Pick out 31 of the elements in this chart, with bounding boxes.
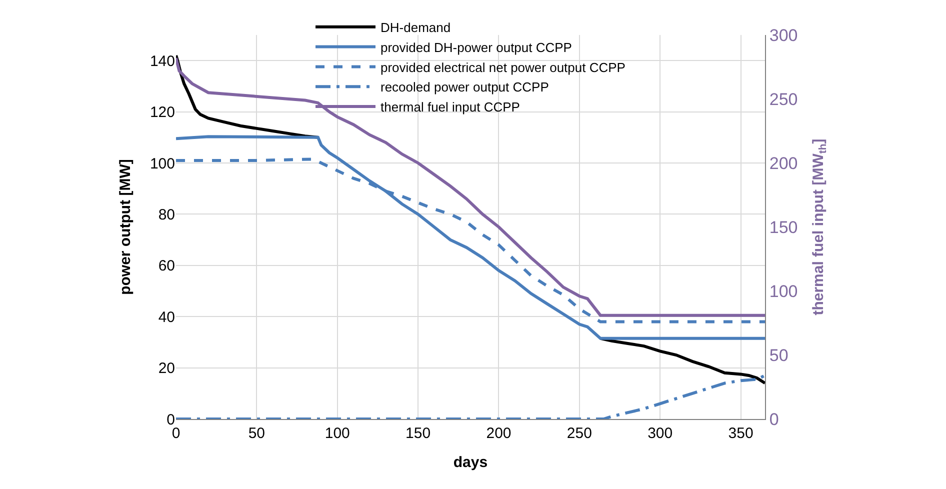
line-series bbox=[176, 56, 765, 317]
x-tick-label: 250 bbox=[566, 425, 592, 442]
y-tick-label: 80 bbox=[158, 206, 175, 224]
y2-tick-label: 150 bbox=[769, 218, 798, 237]
x-tick-label: 100 bbox=[324, 425, 350, 442]
x-tick-label: 350 bbox=[728, 425, 754, 442]
legend-label: provided electrical net power output CCPP bbox=[380, 60, 626, 75]
y-tick-label: 120 bbox=[150, 104, 175, 122]
x-tick-label: 150 bbox=[406, 425, 431, 442]
y-axis-title: power output [MW] bbox=[117, 159, 134, 295]
legend-label: DH-demand bbox=[380, 20, 451, 35]
y-tick-label: 40 bbox=[158, 308, 175, 326]
y2-tick-label: 0 bbox=[769, 410, 779, 429]
y2-tick-label: 100 bbox=[769, 282, 798, 301]
legend-label: provided DH-power output CCPP bbox=[380, 40, 572, 55]
x-tick-label: 300 bbox=[648, 425, 673, 442]
y-tick-label: 100 bbox=[150, 155, 175, 172]
y-tick-label: 60 bbox=[158, 258, 175, 275]
y2-tick-label: 250 bbox=[769, 90, 798, 109]
y2-tick-label: 200 bbox=[769, 154, 798, 173]
y2-tick-label: 300 bbox=[769, 26, 798, 45]
legend-label: recooled power output CCPP bbox=[380, 80, 549, 95]
line-series bbox=[176, 135, 765, 340]
x-axis-title: days bbox=[453, 454, 488, 471]
y-tick-label: 0 bbox=[166, 411, 175, 428]
x-tick-label: 50 bbox=[248, 425, 266, 442]
y-tick-label: 140 bbox=[150, 52, 175, 70]
y2-tick-label: 50 bbox=[769, 346, 788, 365]
x-tick-label: 200 bbox=[486, 425, 512, 442]
y-tick-label: 20 bbox=[158, 360, 175, 378]
legend-label: thermal fuel input CCPP bbox=[380, 100, 520, 115]
